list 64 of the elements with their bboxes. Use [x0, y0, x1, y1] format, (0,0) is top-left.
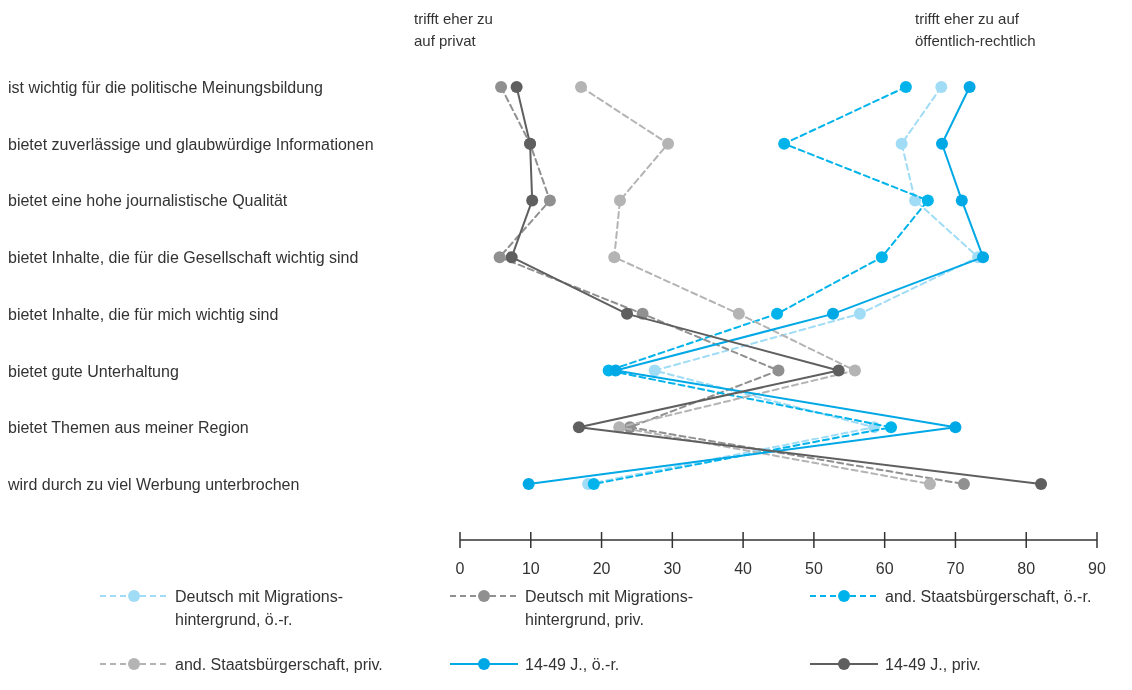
point	[587, 478, 600, 490]
y-tick-label: ist wichtig für die politische Meinungsbildung	[8, 79, 323, 96]
point	[621, 307, 634, 320]
point	[935, 81, 948, 93]
point	[899, 81, 912, 93]
point	[957, 478, 970, 490]
point	[832, 364, 845, 377]
y-tick-label: bietet Inhalte, die für die Gesellschaft wichtig sind	[8, 249, 359, 267]
x-tick-label: 90	[1088, 560, 1106, 577]
point	[923, 478, 936, 490]
x-tick-label: 0	[455, 560, 465, 577]
x-tick-label: 40	[734, 560, 753, 577]
x-tick-label: 20	[592, 560, 611, 577]
point	[963, 81, 976, 93]
point	[648, 364, 661, 377]
point	[827, 307, 839, 320]
point	[771, 307, 784, 320]
point	[949, 421, 962, 434]
x-tick-label: 10	[521, 560, 540, 577]
point	[526, 194, 539, 207]
legend-label: 14-49 J., ö.-r.	[525, 656, 620, 673]
point	[875, 251, 888, 264]
legend-label: and. Staatsbürgerschaft, ö.-r.	[885, 588, 1092, 605]
y-tick-label: wird durch zu viel Werbung unterbrochen	[7, 476, 300, 493]
point	[608, 251, 621, 264]
y-tick-label: bietet Inhalte, die für mich wichtig sind	[8, 305, 279, 323]
point	[955, 194, 968, 207]
legend-label: 14-49 J., priv.	[885, 656, 981, 673]
point	[977, 251, 990, 264]
point	[936, 137, 948, 150]
point	[575, 81, 588, 93]
point	[505, 251, 518, 264]
point	[772, 364, 785, 377]
legend-label: Deutsch mit Migrations- hintergrund, ö.-r.	[175, 588, 344, 628]
point	[493, 251, 506, 264]
point	[510, 81, 523, 93]
point	[543, 194, 556, 207]
point	[572, 421, 585, 434]
y-tick-label: bietet eine hohe journalistische Qualität	[8, 192, 288, 210]
point	[1035, 478, 1048, 490]
y-tick-label: bietet Themen aus meiner Region	[8, 419, 249, 437]
y-tick-label: bietet zuverlässige und glaubwürdige Informationen	[8, 135, 374, 153]
text: trifft eher zu auf privat	[414, 10, 493, 49]
x-tick-label: 50	[804, 560, 823, 577]
x-tick-label: 80	[1017, 560, 1036, 577]
point	[662, 137, 675, 150]
point	[885, 421, 898, 434]
point	[853, 307, 866, 320]
point	[613, 194, 626, 207]
point	[609, 364, 622, 377]
x-tick-label: 60	[875, 560, 894, 577]
legend-label: Deutsch mit Migrations- hintergrund, priv.	[525, 588, 694, 628]
legend-label: and. Staatsbürgerschaft, priv.	[175, 656, 383, 673]
x-tick-label: 70	[946, 560, 965, 577]
point	[495, 81, 508, 93]
y-tick-label: bietet gute Unterhaltung	[8, 362, 179, 380]
point	[921, 194, 934, 207]
x-tick-label: 30	[663, 560, 682, 577]
point	[732, 307, 745, 320]
point	[778, 137, 791, 150]
point	[848, 364, 861, 377]
text: trifft eher zu auf öffentlich-rechtlich	[915, 10, 1036, 49]
point	[522, 478, 535, 490]
point	[895, 137, 908, 150]
